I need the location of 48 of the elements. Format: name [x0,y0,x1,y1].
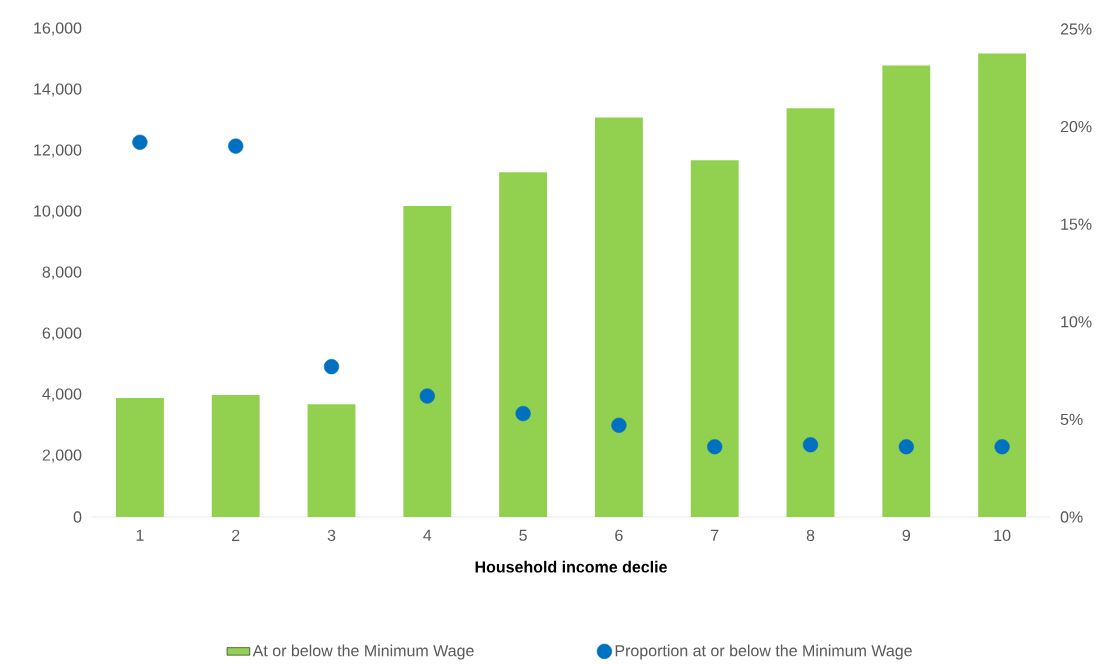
x-tick-label: 8 [806,529,815,542]
point [323,359,340,375]
y-tick-label: 8,000 [42,266,82,280]
bar [978,53,1027,518]
point [994,439,1010,455]
bar [403,206,452,518]
bar [786,108,835,518]
y-tick-label: 6,000 [42,327,82,341]
x-tick-label: 7 [711,529,719,541]
y-tick-label: 14,000 [34,83,82,97]
x-tick-label: 1 [136,529,144,541]
point [419,388,435,404]
y-tick-label: 16,000 [34,22,82,36]
bar [211,395,260,518]
bar [499,172,548,518]
bar [690,160,739,518]
y2-tick-label: 15% [1061,218,1092,231]
bar [307,404,356,518]
y2-tick-label: 10% [1061,316,1092,328]
point [898,439,914,455]
y-tick-label: 4,000 [42,388,82,402]
legend-label: At or below the Minimum Wage [252,644,474,660]
point [802,437,819,453]
y2-tick-label: 5% [1060,414,1083,426]
point [611,417,627,434]
x-tick-label: 5 [519,529,527,542]
legend-label: Proportion at or below the Minimum Wage [615,644,912,660]
y2-tick-label: 20% [1060,121,1092,133]
y-tick-label: 10,000 [34,205,82,219]
point [132,134,148,151]
x-tick-label: 2 [232,529,240,542]
x-tick-label: 6 [615,529,623,542]
x-tick-label: 9 [902,529,910,542]
y-tick-label: 12,000 [34,144,82,158]
bar [882,65,931,518]
y-tick-label: 2,000 [42,449,82,463]
x-axis-title: Household income declie [475,561,667,573]
y2-tick-label: 0% [1060,511,1083,523]
y2-tick-label: 25% [1060,23,1092,35]
x-tick-label: 3 [327,529,336,542]
x-tick-label: 10 [994,529,1011,542]
bar [115,398,164,518]
point [515,406,531,422]
bar [594,117,643,518]
x-tick-label: 4 [423,529,432,541]
point [228,138,244,154]
y-tick-label: 0 [73,511,82,523]
point [707,439,723,455]
